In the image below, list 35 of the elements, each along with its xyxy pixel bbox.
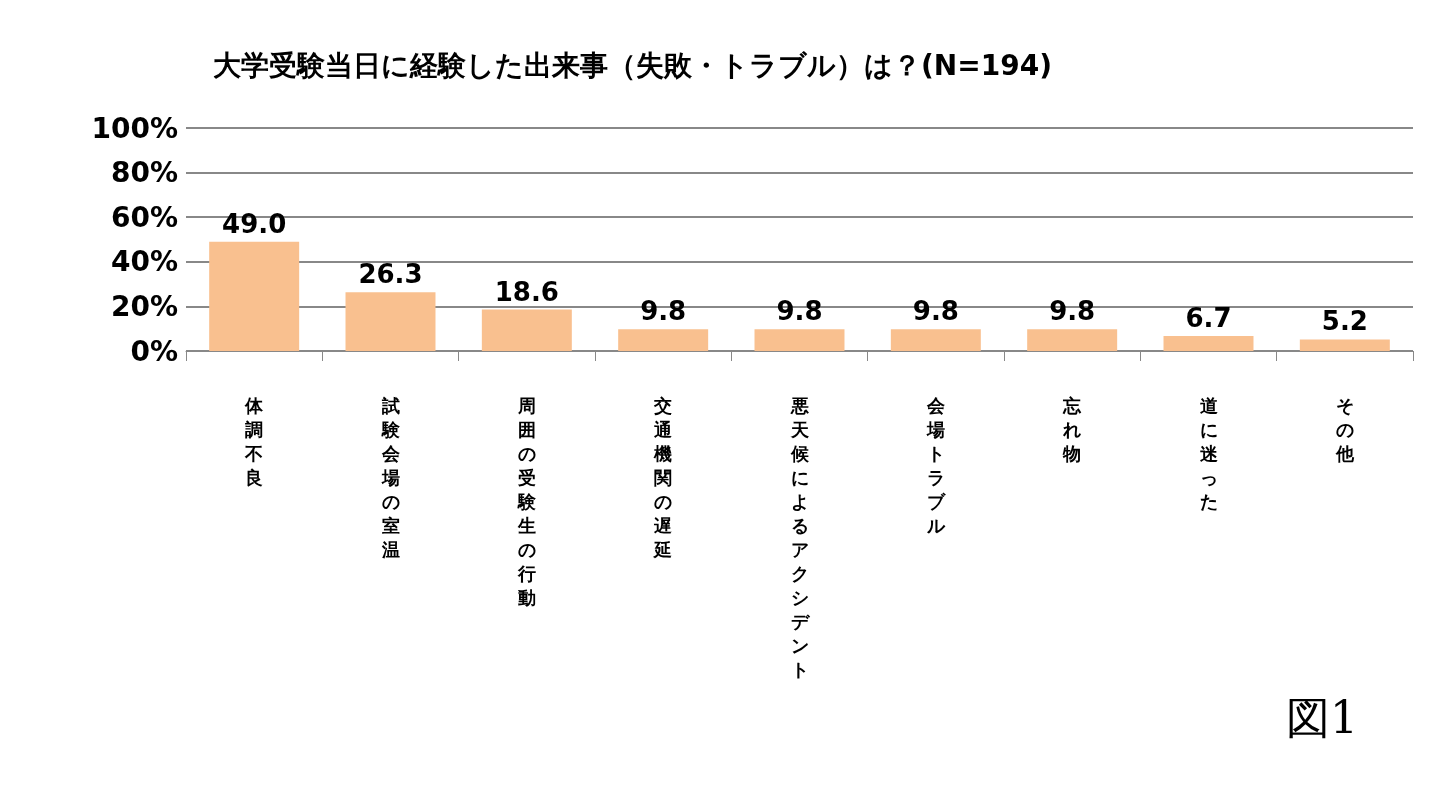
bar: [1027, 329, 1118, 351]
bar: [890, 329, 981, 351]
data-label: 9.8: [912, 296, 959, 327]
bar: [345, 292, 436, 351]
data-label: 9.8: [1049, 296, 1096, 327]
x-tick-label: 忘れ物: [1062, 394, 1083, 464]
y-tick-label: 20%: [110, 289, 178, 323]
caption: 図1: [1286, 691, 1359, 743]
bar: [481, 309, 572, 351]
y-tick-label: 0%: [130, 334, 178, 368]
x-tick-label: 会場トラブル: [925, 394, 946, 536]
y-tick-label: 60%: [110, 200, 178, 234]
data-label: 9.8: [640, 296, 687, 327]
x-tick-label: その他: [1334, 394, 1355, 464]
data-label: 5.2: [1321, 306, 1368, 337]
bar: [1163, 336, 1254, 351]
bar: [754, 329, 845, 351]
bar: [1299, 339, 1390, 351]
y-tick-label: 80%: [110, 156, 178, 190]
x-tick-label: 交通機関の遅延: [652, 394, 673, 560]
data-label: 9.8: [776, 296, 823, 327]
x-tick-label: 道に迷った: [1198, 394, 1218, 512]
data-label: 6.7: [1185, 303, 1232, 334]
x-tick-label: 体調不良: [244, 394, 265, 488]
x-tick-label: 試験会場の室温: [380, 394, 401, 560]
data-label: 26.3: [358, 259, 423, 290]
category-label: 周囲の受験生の行動: [517, 394, 536, 608]
y-tick-label: 40%: [110, 245, 178, 279]
y-tick-label: 100%: [91, 111, 178, 145]
chart-title: 大学受験当日に経験した出来事（失敗・トラブル）は？(N=194): [213, 48, 1052, 82]
data-label: 49.0: [222, 208, 287, 239]
data-label: 18.6: [494, 276, 559, 307]
bar: [618, 329, 709, 351]
category-label: 悪天候によるアクシデント: [790, 394, 809, 680]
bar: [209, 241, 300, 351]
